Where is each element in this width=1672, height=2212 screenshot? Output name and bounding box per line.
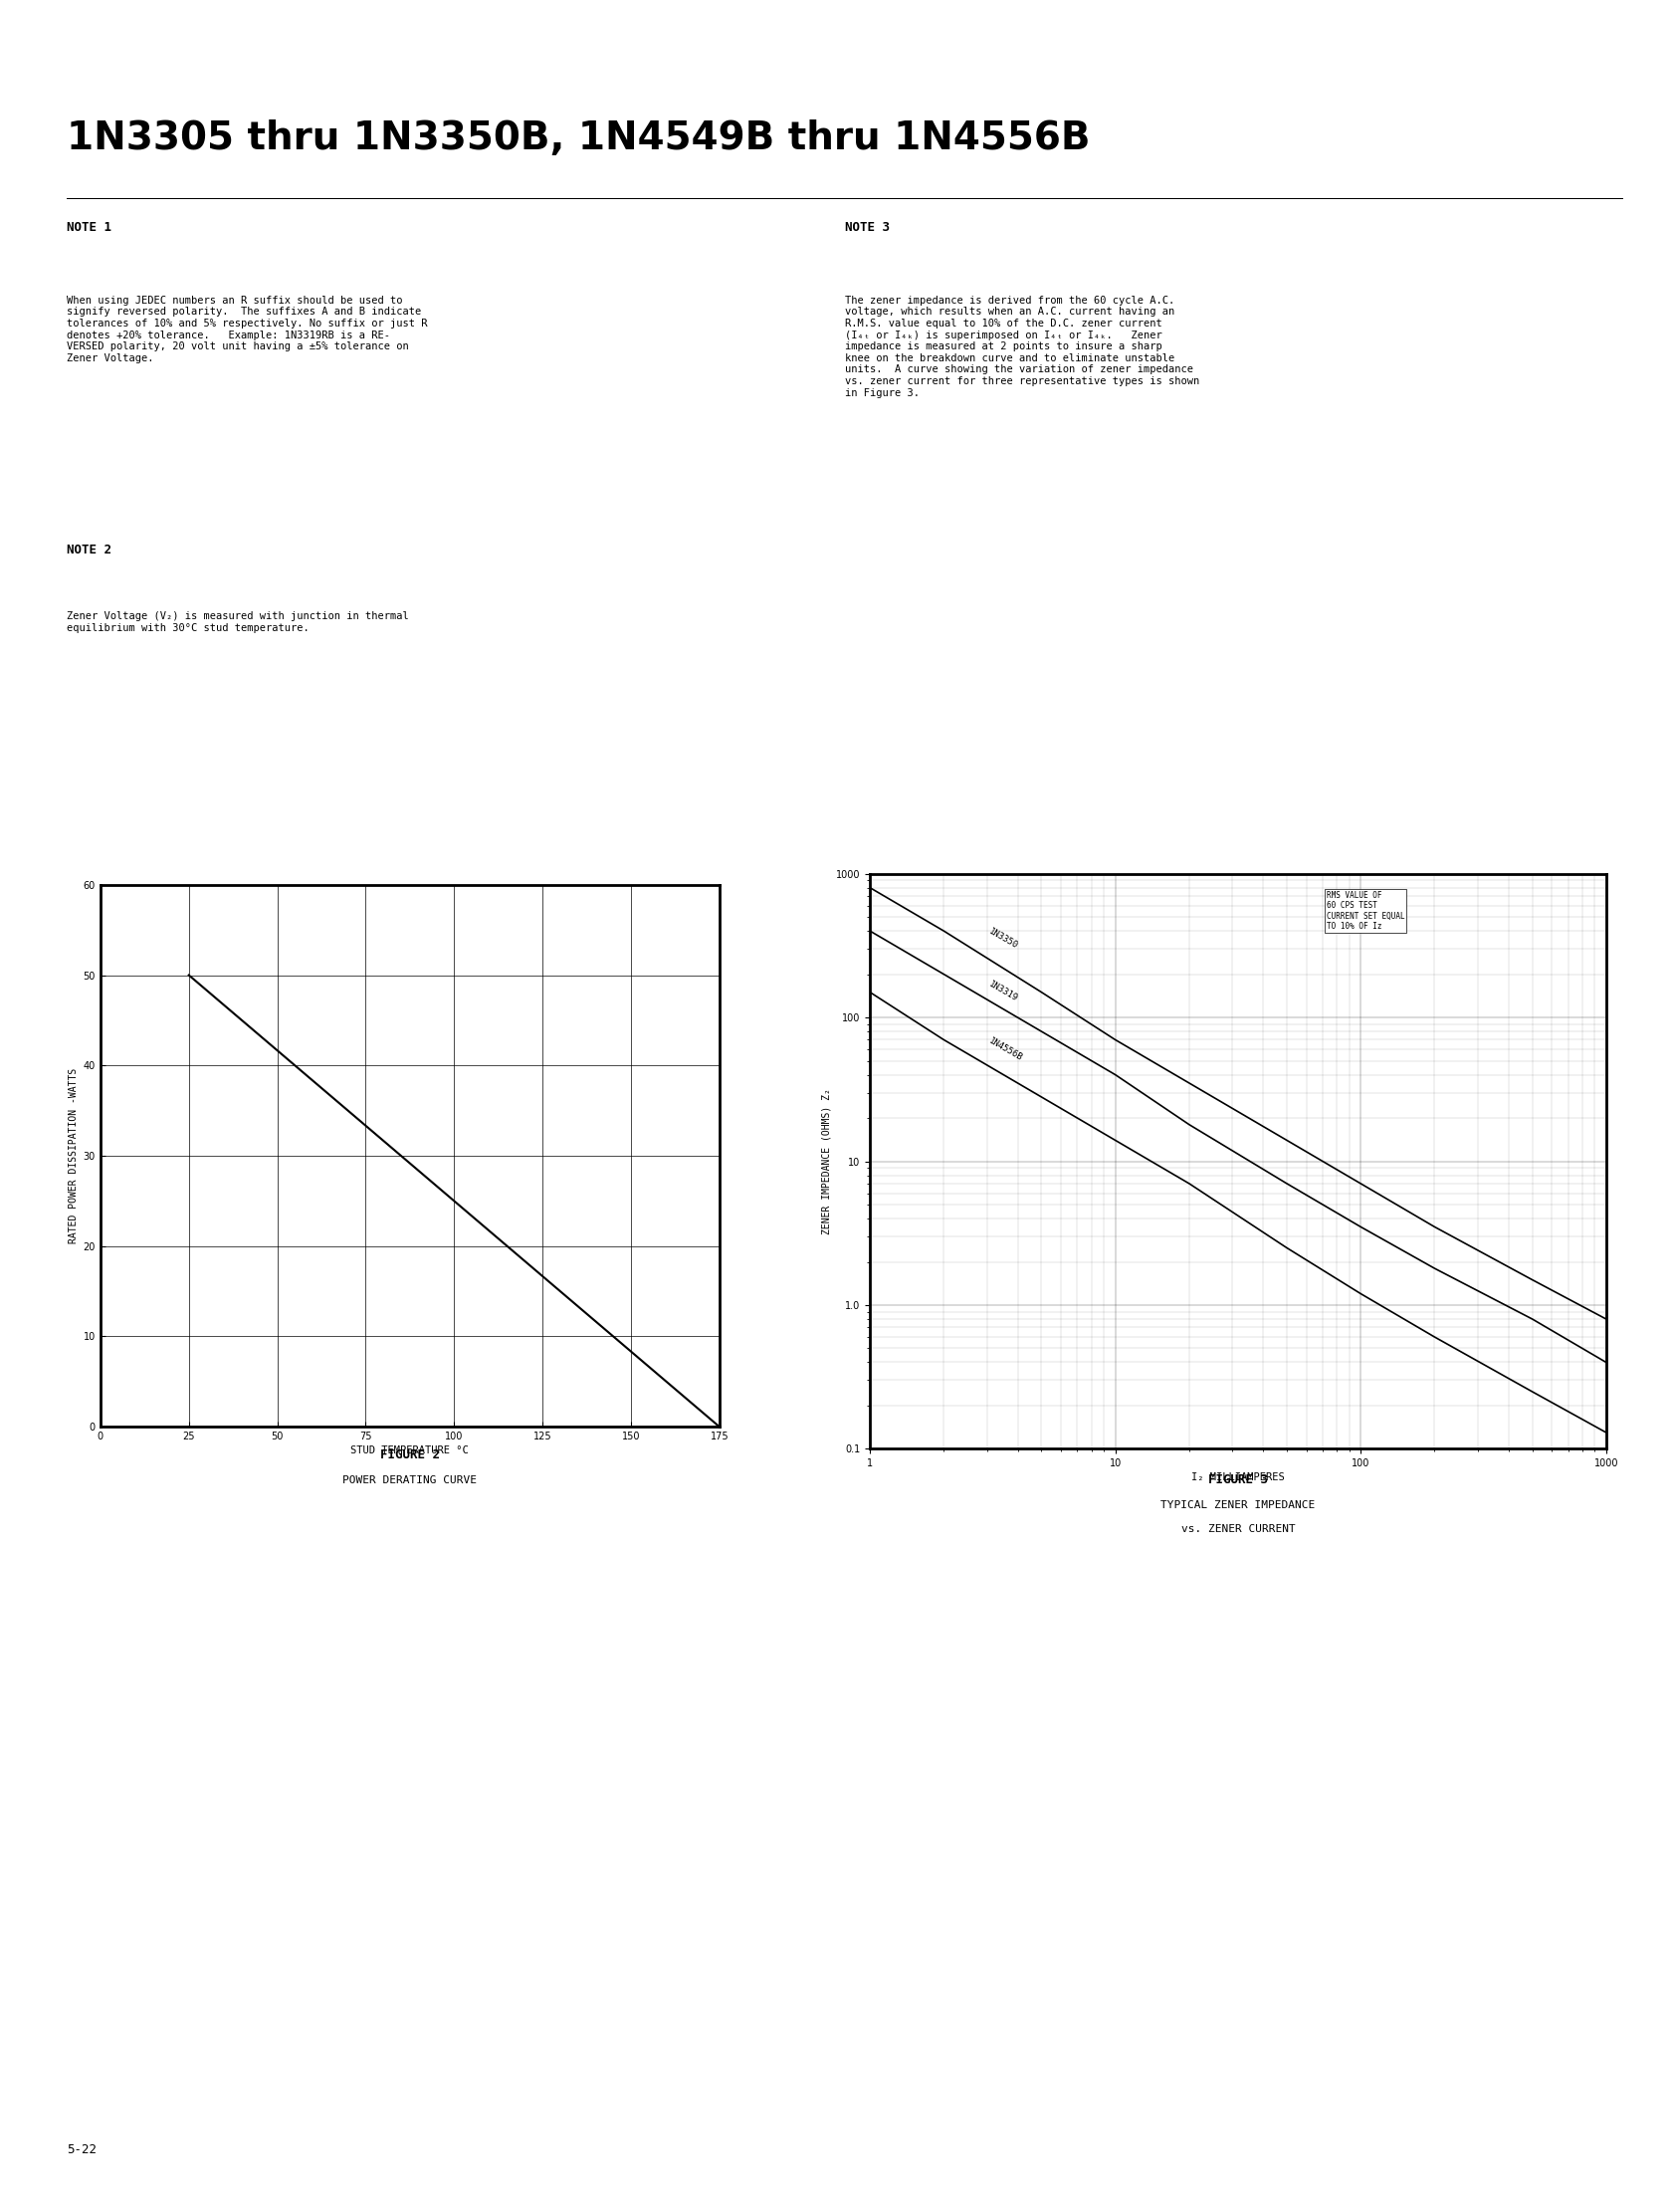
Text: When using JEDEC numbers an R suffix should be used to
signify reversed polarity: When using JEDEC numbers an R suffix sho…: [67, 296, 428, 363]
Text: TYPICAL ZENER IMPEDANCE: TYPICAL ZENER IMPEDANCE: [1160, 1500, 1314, 1511]
Text: POWER DERATING CURVE: POWER DERATING CURVE: [343, 1475, 477, 1486]
Text: Zener Voltage (V₂) is measured with junction in thermal
equilibrium with 30°C st: Zener Voltage (V₂) is measured with junc…: [67, 611, 408, 633]
X-axis label: I₂ MILLIAMPERES: I₂ MILLIAMPERES: [1190, 1473, 1284, 1482]
Text: FIGURE 2: FIGURE 2: [380, 1449, 440, 1462]
Y-axis label: RATED POWER DISSIPATION -WATTS: RATED POWER DISSIPATION -WATTS: [69, 1068, 79, 1243]
Text: 1N4556B: 1N4556B: [986, 1035, 1023, 1062]
Text: 5-22: 5-22: [67, 2143, 97, 2157]
Text: vs. ZENER CURRENT: vs. ZENER CURRENT: [1180, 1524, 1294, 1535]
Text: NOTE 3: NOTE 3: [844, 221, 890, 234]
Text: RMS VALUE OF
60 CPS TEST
CURRENT SET EQUAL
TO 10% OF Iz: RMS VALUE OF 60 CPS TEST CURRENT SET EQU…: [1326, 891, 1404, 931]
Text: The zener impedance is derived from the 60 cycle A.C.
voltage, which results whe: The zener impedance is derived from the …: [844, 296, 1199, 398]
X-axis label: STUD TEMPERATURE °C: STUD TEMPERATURE °C: [351, 1447, 468, 1455]
Text: 1N3350: 1N3350: [986, 927, 1018, 951]
Text: NOTE 2: NOTE 2: [67, 544, 112, 555]
Text: 1N3305 thru 1N3350B, 1N4549B thru 1N4556B: 1N3305 thru 1N3350B, 1N4549B thru 1N4556…: [67, 119, 1090, 157]
Y-axis label: ZENER IMPEDANCE (OHMS) Z₂: ZENER IMPEDANCE (OHMS) Z₂: [821, 1088, 831, 1234]
Text: FIGURE 3: FIGURE 3: [1207, 1473, 1267, 1486]
Text: 1N3319: 1N3319: [986, 980, 1018, 1002]
Text: NOTE 1: NOTE 1: [67, 221, 112, 234]
